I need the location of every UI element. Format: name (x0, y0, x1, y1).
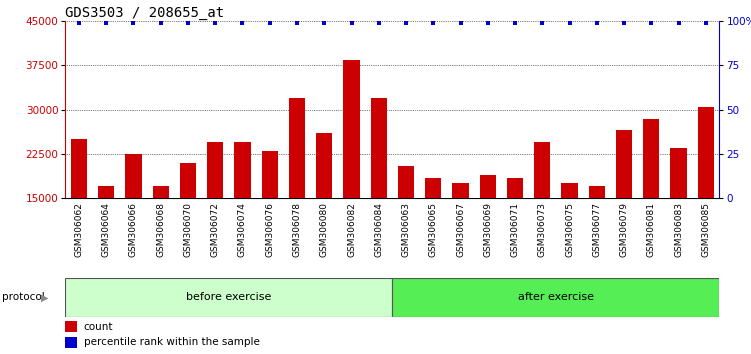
Point (700, 20, 712, 26)
Bar (316, 133, 333, 198)
Text: GSM306083: GSM306083 (674, 202, 683, 257)
Point (237, 20, 249, 26)
Point (645, 20, 657, 26)
Bar (589, 187, 605, 198)
Text: GSM306069: GSM306069 (484, 202, 493, 257)
Point (427, 20, 439, 26)
Text: after exercise: after exercise (518, 292, 594, 302)
Text: count: count (83, 321, 113, 332)
Text: GSM306071: GSM306071 (511, 202, 520, 257)
Text: GSM306065: GSM306065 (429, 202, 438, 257)
Bar (152, 187, 169, 198)
Bar (507, 178, 523, 198)
Text: GSM306075: GSM306075 (565, 202, 574, 257)
Point (155, 20, 167, 26)
Text: GSM306073: GSM306073 (538, 202, 547, 257)
Point (563, 20, 575, 26)
Bar (343, 59, 360, 198)
Bar (534, 142, 550, 198)
Text: GDS3503 / 208655_at: GDS3503 / 208655_at (65, 6, 225, 20)
Bar (480, 175, 496, 198)
Text: GSM306068: GSM306068 (156, 202, 165, 257)
Bar (125, 154, 142, 198)
Text: GSM306062: GSM306062 (74, 202, 83, 257)
Point (291, 20, 303, 26)
Bar (643, 119, 659, 198)
Text: GSM306082: GSM306082 (347, 202, 356, 257)
Bar (671, 148, 686, 198)
Text: GSM306076: GSM306076 (265, 202, 274, 257)
Bar (562, 183, 578, 198)
Text: GSM306072: GSM306072 (211, 202, 220, 257)
Bar (289, 98, 305, 198)
Point (509, 20, 521, 26)
Point (318, 20, 330, 26)
Point (482, 20, 494, 26)
Text: GSM306079: GSM306079 (620, 202, 629, 257)
Bar (65, 321, 77, 332)
Bar (452, 183, 469, 198)
Point (536, 20, 548, 26)
Bar (65, 278, 392, 317)
Point (454, 20, 466, 26)
Point (73, 20, 85, 26)
Bar (65, 337, 77, 348)
Bar (71, 139, 87, 198)
Text: GSM306084: GSM306084 (374, 202, 383, 257)
Point (210, 20, 222, 26)
Text: GSM306085: GSM306085 (701, 202, 710, 257)
Text: GSM306080: GSM306080 (320, 202, 329, 257)
Text: percentile rank within the sample: percentile rank within the sample (83, 337, 260, 348)
Text: GSM306078: GSM306078 (292, 202, 301, 257)
Text: GSM306064: GSM306064 (101, 202, 110, 257)
Bar (261, 151, 278, 198)
Bar (616, 130, 632, 198)
Point (372, 20, 385, 26)
Text: before exercise: before exercise (186, 292, 272, 302)
Bar (234, 142, 251, 198)
Bar (370, 98, 387, 198)
Text: ▶: ▶ (41, 292, 49, 302)
Point (100, 20, 112, 26)
Text: GSM306070: GSM306070 (183, 202, 192, 257)
Point (618, 20, 630, 26)
Text: protocol: protocol (2, 292, 45, 302)
Text: GSM306063: GSM306063 (402, 202, 411, 257)
Bar (179, 163, 196, 198)
Point (128, 20, 140, 26)
Point (400, 20, 412, 26)
Point (345, 20, 357, 26)
Text: GSM306081: GSM306081 (647, 202, 656, 257)
Point (182, 20, 194, 26)
Text: GSM306067: GSM306067 (456, 202, 465, 257)
Point (591, 20, 603, 26)
Bar (425, 178, 442, 198)
Text: GSM306074: GSM306074 (238, 202, 247, 257)
Text: GSM306066: GSM306066 (129, 202, 138, 257)
Bar (698, 107, 714, 198)
Text: GSM306077: GSM306077 (593, 202, 602, 257)
Point (673, 20, 685, 26)
Bar (398, 166, 415, 198)
Point (264, 20, 276, 26)
Bar (207, 142, 223, 198)
Bar (98, 187, 114, 198)
Bar (392, 278, 719, 317)
